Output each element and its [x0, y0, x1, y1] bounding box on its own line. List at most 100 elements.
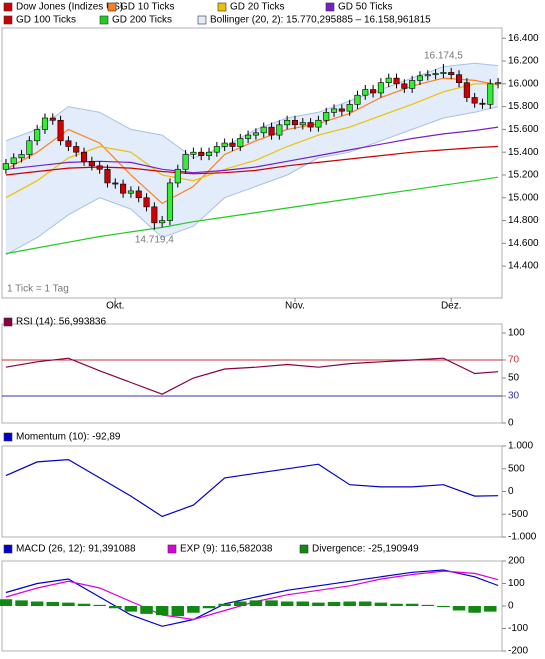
legend-swatch	[99, 15, 109, 25]
legend-label: GD 20 Ticks	[230, 2, 284, 13]
candle-body	[315, 119, 322, 128]
bar	[421, 604, 435, 606]
candle-body	[205, 151, 213, 156]
bar	[359, 601, 372, 606]
bar	[218, 603, 231, 606]
candle-body	[34, 129, 41, 142]
line	[5, 145, 499, 176]
candle-body	[393, 77, 400, 85]
candle-body	[370, 89, 377, 94]
candle-body	[213, 146, 220, 153]
bar	[452, 606, 466, 611]
candle-body	[252, 132, 259, 136]
candle-body	[455, 74, 463, 83]
candle-body	[416, 75, 424, 81]
y-tick-label: 15.200	[508, 170, 539, 181]
y-tick-label: 0	[508, 601, 514, 612]
legend-label: Momentum (10): -92,89	[16, 432, 121, 443]
legend-label: EXP (9): 116,582038	[180, 544, 273, 555]
bar	[30, 601, 44, 606]
bar	[0, 599, 13, 606]
y-tick-label: 50	[508, 373, 520, 384]
candle-body	[41, 117, 49, 130]
candle-body	[487, 83, 494, 105]
candle-body	[104, 168, 111, 184]
candle-body	[88, 160, 95, 167]
y-tick-label: 15.400	[508, 147, 539, 158]
y-tick-label: 100	[508, 578, 525, 589]
candle-body	[229, 142, 236, 147]
candle-body	[276, 124, 283, 136]
legend-swatch	[299, 544, 309, 554]
legend-swatch	[3, 544, 13, 554]
legend-label: GD 10 Ticks	[120, 2, 174, 13]
y-tick-label: 15.000	[508, 192, 539, 203]
y-tick-label: 14.400	[508, 261, 539, 272]
bar	[374, 602, 388, 606]
y-tick-label: 14.800	[508, 215, 539, 226]
candle-body	[159, 220, 166, 224]
bar	[77, 603, 91, 606]
bar	[327, 601, 341, 606]
candle-body	[237, 138, 244, 147]
candle-body	[362, 89, 369, 96]
candle-body	[471, 97, 478, 104]
candle-body	[143, 197, 150, 208]
bar	[46, 601, 60, 606]
candle-body	[198, 151, 205, 156]
candle-body	[57, 119, 64, 142]
candle-body	[174, 168, 181, 184]
candle-body	[401, 83, 408, 89]
candle-body	[80, 151, 88, 162]
candle-body	[424, 74, 431, 77]
candle-body	[190, 151, 197, 155]
legend-swatch	[3, 317, 13, 327]
bollinger-fill	[5, 63, 499, 255]
bar	[405, 603, 419, 606]
bar	[437, 606, 450, 608]
bar	[124, 606, 138, 612]
bar	[15, 600, 28, 606]
candle-body	[127, 190, 134, 194]
legend-swatch	[3, 2, 13, 12]
candle-body	[120, 183, 127, 194]
bar	[468, 606, 481, 613]
candle-body	[495, 82, 502, 85]
legend-label: RSI (14): 56,993836	[16, 317, 106, 328]
candle-body	[49, 117, 56, 121]
legend-swatch	[325, 2, 335, 12]
line	[5, 77, 499, 205]
candle-body	[354, 94, 361, 105]
y-tick-label: 70	[508, 355, 520, 366]
candle-body	[260, 126, 267, 134]
legend-label: MACD (26, 12): 91,391088	[16, 544, 136, 555]
candle-body	[377, 82, 384, 94]
x-tick-label: Okt.	[106, 301, 124, 312]
bar	[296, 601, 310, 606]
y-tick-label: 14.600	[508, 238, 539, 249]
y-tick-label: 0	[508, 486, 514, 497]
candle-body	[299, 122, 306, 126]
candle-body	[135, 190, 142, 199]
candle-body	[338, 108, 345, 112]
x-tick-label: Dez.	[441, 301, 462, 312]
bar	[249, 600, 263, 606]
bar	[390, 603, 403, 606]
y-tick-label: 16.200	[508, 56, 539, 67]
candle-body	[409, 80, 416, 89]
legend-swatch	[3, 432, 13, 442]
candle-body	[479, 102, 486, 105]
note: 1 Tick = 1 Tag	[7, 284, 69, 295]
candle-body	[166, 182, 174, 221]
y-tick-label: 16.400	[508, 33, 539, 44]
annotation: 16.174,5	[424, 51, 463, 62]
bar	[140, 606, 153, 614]
candle-body	[463, 82, 470, 98]
candle-body	[18, 154, 25, 159]
bar	[343, 601, 356, 606]
candle-body	[26, 140, 33, 155]
candle-body	[245, 134, 252, 139]
y-tick-label: -100	[508, 623, 528, 634]
annotation: 14.719,4	[135, 234, 174, 245]
